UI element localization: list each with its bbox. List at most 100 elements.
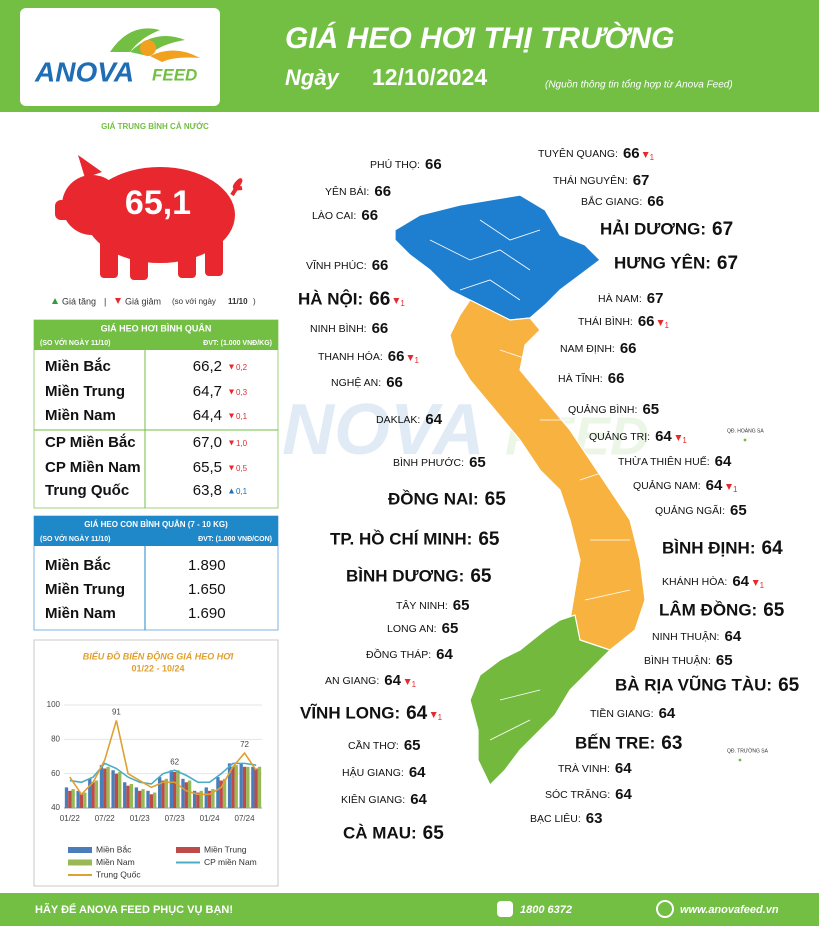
province-name: NINH THUẬN: bbox=[652, 630, 719, 643]
row-name: CP Miền Bắc bbox=[45, 433, 136, 451]
change-arrow bbox=[229, 465, 234, 471]
province-price: 66 bbox=[369, 289, 390, 310]
province-name: BÌNH THUẬN: bbox=[644, 654, 711, 667]
bar bbox=[211, 789, 215, 808]
province-name: HÀ TĨNH: bbox=[558, 372, 603, 385]
bar bbox=[79, 794, 84, 808]
province-price: 64 bbox=[410, 791, 427, 808]
province-price: 66 bbox=[647, 193, 664, 210]
row-price: 64,4 bbox=[193, 407, 222, 424]
change-arrow bbox=[407, 355, 414, 361]
row-price: 1.690 bbox=[188, 605, 226, 622]
province-name: THỪA THIÊN HUẾ: bbox=[618, 455, 710, 468]
title: GIÁ HEO HƠI THỊ TRƯỜNG bbox=[285, 21, 675, 55]
national-value: 65,1 bbox=[125, 184, 191, 222]
bar bbox=[83, 792, 87, 808]
province-price: 65 bbox=[442, 620, 459, 637]
province-name: QUẢNG BÌNH: bbox=[568, 403, 637, 416]
legend-swatch bbox=[176, 847, 200, 853]
piglet-table-header bbox=[34, 516, 278, 546]
hog-table-compare: (SO VỚI NGÀY 11/10) bbox=[40, 338, 110, 347]
province-change: 1 bbox=[760, 581, 765, 590]
province-price: 64 bbox=[409, 764, 426, 781]
province-price: 65 bbox=[485, 489, 507, 510]
province-price: 63 bbox=[586, 810, 603, 827]
change-arrow bbox=[675, 435, 682, 441]
bar bbox=[111, 770, 115, 808]
province-name: LÀO CAI: bbox=[312, 209, 356, 222]
province-change: 1 bbox=[412, 680, 417, 689]
hog-table-title: GIÁ HEO HƠI BÌNH QUÂN bbox=[101, 322, 212, 333]
legend-swatch bbox=[68, 847, 92, 853]
province-price: 66 bbox=[388, 348, 405, 365]
bar bbox=[64, 787, 69, 808]
province-price: 64 bbox=[406, 703, 428, 724]
legend-up: Giá tăng bbox=[62, 296, 96, 306]
legend-swatch bbox=[68, 859, 92, 866]
province-name: THÁI NGUYÊN: bbox=[553, 174, 628, 187]
row-price: 63,8 bbox=[193, 482, 222, 499]
row-name: Miền Trung bbox=[45, 383, 125, 400]
bar bbox=[149, 794, 154, 808]
source: (Nguồn thông tin tổng hợp từ Anova Feed) bbox=[545, 79, 733, 91]
island-label: QĐ. TRƯỜNG SA bbox=[727, 747, 769, 754]
chart-annotation: 91 bbox=[112, 708, 121, 717]
province-name: ĐỒNG NAI: bbox=[388, 489, 479, 508]
province-price: 65 bbox=[642, 401, 659, 418]
x-tick-label: 01/23 bbox=[130, 814, 151, 823]
province-price: 64 bbox=[384, 672, 401, 689]
map bbox=[394, 194, 748, 787]
map-central bbox=[449, 299, 646, 651]
province-name: BẾN TRE: bbox=[575, 733, 655, 752]
province-price: 65 bbox=[469, 454, 486, 471]
province-price: 65 bbox=[730, 502, 747, 519]
date-label: Ngày bbox=[285, 65, 341, 90]
chart-title: BIỂU ĐỒ BIẾN ĐỘNG GIÁ HEO HƠI bbox=[83, 650, 234, 661]
province-name: HÀ NỘI: bbox=[298, 289, 363, 308]
province-name: BẠC LIÊU: bbox=[530, 812, 581, 825]
province-name: THANH HÓA: bbox=[318, 350, 383, 363]
row-name: Miền Bắc bbox=[45, 556, 111, 574]
row-price: 67,0 bbox=[193, 434, 222, 451]
bar bbox=[187, 780, 192, 808]
map-south bbox=[469, 614, 612, 787]
change-arrow bbox=[229, 413, 234, 419]
province-price: 66 bbox=[374, 183, 391, 200]
province-price: 67 bbox=[712, 219, 733, 240]
province-price: 64 bbox=[706, 477, 723, 494]
bar bbox=[251, 766, 255, 808]
province-price: 64 bbox=[615, 760, 632, 777]
province-price: 64 bbox=[425, 411, 442, 428]
province-price: 66 bbox=[372, 257, 389, 274]
province-price: 64 bbox=[436, 646, 453, 663]
bar bbox=[123, 782, 127, 808]
province-price: 64 bbox=[615, 786, 632, 803]
province-name: DAKLAK: bbox=[376, 414, 420, 426]
change-arrow bbox=[229, 488, 234, 494]
province-price: 65 bbox=[778, 675, 800, 696]
province-name: NAM ĐỊNH: bbox=[560, 343, 615, 355]
row-change: 0,1 bbox=[236, 487, 248, 496]
province-price: 66 bbox=[361, 207, 378, 224]
province-price: 65 bbox=[453, 597, 470, 614]
province-change: 1 bbox=[682, 436, 687, 445]
x-tick-label: 07/24 bbox=[235, 814, 256, 823]
x-tick-label: 07/23 bbox=[165, 814, 186, 823]
logo-plate bbox=[20, 8, 220, 106]
province-name: CÀ MAU: bbox=[343, 823, 417, 842]
province-price: 64 bbox=[659, 705, 676, 722]
bar bbox=[153, 792, 157, 808]
y-tick-label: 80 bbox=[51, 734, 60, 743]
province-name: VĨNH PHÚC: bbox=[306, 259, 367, 272]
province-change: 1 bbox=[665, 321, 670, 330]
row-name: Miền Nam bbox=[45, 407, 116, 424]
bar bbox=[134, 787, 139, 808]
province-name: LÂM ĐỒNG: bbox=[659, 600, 757, 619]
logo-icon bbox=[110, 28, 200, 62]
bar bbox=[181, 778, 185, 808]
province-name: QUẢNG NGÃI: bbox=[655, 504, 725, 517]
slogan: HÃY ĐỂ ANOVA FEED PHỤC VỤ BẠN! bbox=[35, 903, 233, 916]
province-name: TP. HỒ CHÍ MINH: bbox=[330, 529, 472, 548]
bar bbox=[207, 790, 212, 808]
